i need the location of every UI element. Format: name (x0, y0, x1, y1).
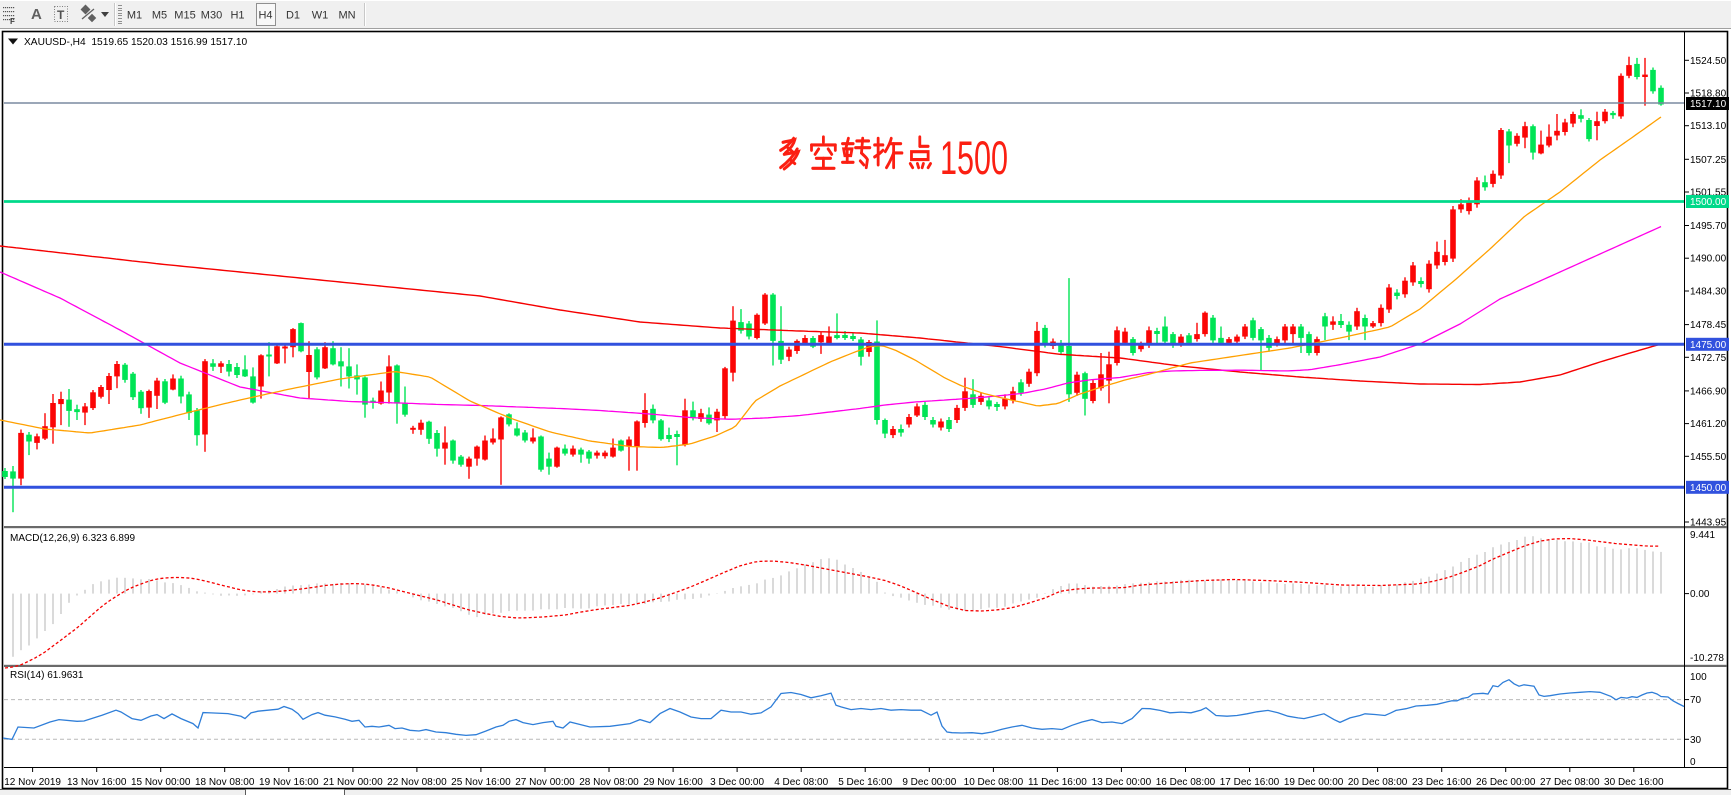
svg-text:0.00: 0.00 (1690, 589, 1710, 600)
svg-text:1475.00: 1475.00 (1690, 340, 1727, 351)
svg-text:30 Dec 16:00: 30 Dec 16:00 (1604, 777, 1664, 788)
svg-text:XAUUSD-,H4 1519.65 1520.03 15: XAUUSD-,H4 1519.65 1520.03 1516.99 1517.… (24, 37, 247, 48)
svg-text:W1: W1 (312, 10, 329, 22)
svg-text:23 Dec 16:00: 23 Dec 16:00 (1412, 777, 1472, 788)
svg-text:-10.278: -10.278 (1690, 653, 1724, 664)
svg-text:30: 30 (1690, 735, 1702, 746)
svg-text:28 Nov 08:00: 28 Nov 08:00 (579, 777, 639, 788)
svg-text:3 Dec 00:00: 3 Dec 00:00 (710, 777, 764, 788)
svg-text:19 Nov 16:00: 19 Nov 16:00 (259, 777, 319, 788)
svg-text:1478.45: 1478.45 (1690, 320, 1727, 331)
svg-text:1501.55: 1501.55 (1690, 188, 1727, 199)
svg-text:1513.10: 1513.10 (1690, 121, 1727, 132)
svg-text:MN: MN (338, 10, 355, 22)
svg-text:10 Dec 08:00: 10 Dec 08:00 (964, 777, 1024, 788)
svg-text:18 Nov 08:00: 18 Nov 08:00 (195, 777, 255, 788)
svg-text:15 Nov 00:00: 15 Nov 00:00 (131, 777, 191, 788)
svg-text:29 Nov 16:00: 29 Nov 16:00 (643, 777, 703, 788)
svg-text:5 Dec 16:00: 5 Dec 16:00 (838, 777, 892, 788)
svg-text:M15: M15 (174, 10, 195, 22)
svg-text:1495.70: 1495.70 (1690, 221, 1727, 232)
svg-text:0: 0 (1690, 757, 1696, 768)
svg-text:16 Dec 08:00: 16 Dec 08:00 (1156, 777, 1216, 788)
svg-text:1524.50: 1524.50 (1690, 56, 1727, 67)
svg-text:1443.95: 1443.95 (1690, 518, 1727, 529)
svg-text:H1: H1 (230, 10, 244, 22)
svg-text:1461.20: 1461.20 (1690, 419, 1727, 430)
svg-text:1507.25: 1507.25 (1690, 155, 1727, 166)
svg-text:27 Nov 00:00: 27 Nov 00:00 (515, 777, 575, 788)
svg-text:T: T (57, 8, 65, 22)
svg-text:H4: H4 (258, 10, 272, 22)
svg-text:9 Dec 00:00: 9 Dec 00:00 (902, 777, 956, 788)
svg-text:1466.90: 1466.90 (1690, 386, 1727, 397)
svg-text:F: F (10, 17, 15, 26)
svg-text:1500.00: 1500.00 (1690, 197, 1727, 208)
svg-text:27 Dec 08:00: 27 Dec 08:00 (1540, 777, 1600, 788)
svg-text:1517.10: 1517.10 (1690, 99, 1727, 110)
svg-text:70: 70 (1690, 695, 1702, 706)
svg-text:A: A (31, 6, 42, 23)
svg-text:MACD(12,26,9) 6.323 6.899: MACD(12,26,9) 6.323 6.899 (10, 533, 136, 544)
svg-text:22 Nov 08:00: 22 Nov 08:00 (387, 777, 447, 788)
svg-text:1455.50: 1455.50 (1690, 452, 1727, 463)
svg-text:1500: 1500 (940, 131, 1008, 184)
svg-text:1518.80: 1518.80 (1690, 89, 1727, 100)
svg-text:13 Dec 00:00: 13 Dec 00:00 (1092, 777, 1152, 788)
svg-text:17 Dec 16:00: 17 Dec 16:00 (1220, 777, 1280, 788)
svg-text:9.441: 9.441 (1690, 530, 1715, 541)
svg-text:M1: M1 (127, 10, 142, 22)
svg-text:25 Nov 16:00: 25 Nov 16:00 (451, 777, 511, 788)
svg-text:1450.00: 1450.00 (1690, 483, 1727, 494)
svg-text:4 Dec 08:00: 4 Dec 08:00 (774, 777, 828, 788)
svg-text:100: 100 (1690, 672, 1707, 683)
svg-text:11 Dec 16:00: 11 Dec 16:00 (1028, 777, 1087, 788)
svg-text:RSI(14) 61.9631: RSI(14) 61.9631 (10, 670, 84, 681)
svg-text:20 Dec 08:00: 20 Dec 08:00 (1348, 777, 1408, 788)
svg-text:19 Dec 00:00: 19 Dec 00:00 (1284, 777, 1344, 788)
svg-text:M5: M5 (152, 10, 167, 22)
svg-text:D1: D1 (286, 10, 300, 22)
svg-text:21 Nov 00:00: 21 Nov 00:00 (323, 777, 383, 788)
svg-text:1484.30: 1484.30 (1690, 287, 1727, 298)
svg-text:M30: M30 (201, 10, 222, 22)
svg-text:26 Dec 00:00: 26 Dec 00:00 (1476, 777, 1536, 788)
svg-text:12 Nov 2019: 12 Nov 2019 (4, 777, 61, 788)
svg-text:13 Nov 16:00: 13 Nov 16:00 (67, 777, 127, 788)
svg-text:1490.00: 1490.00 (1690, 254, 1727, 265)
svg-text:1472.75: 1472.75 (1690, 353, 1727, 364)
